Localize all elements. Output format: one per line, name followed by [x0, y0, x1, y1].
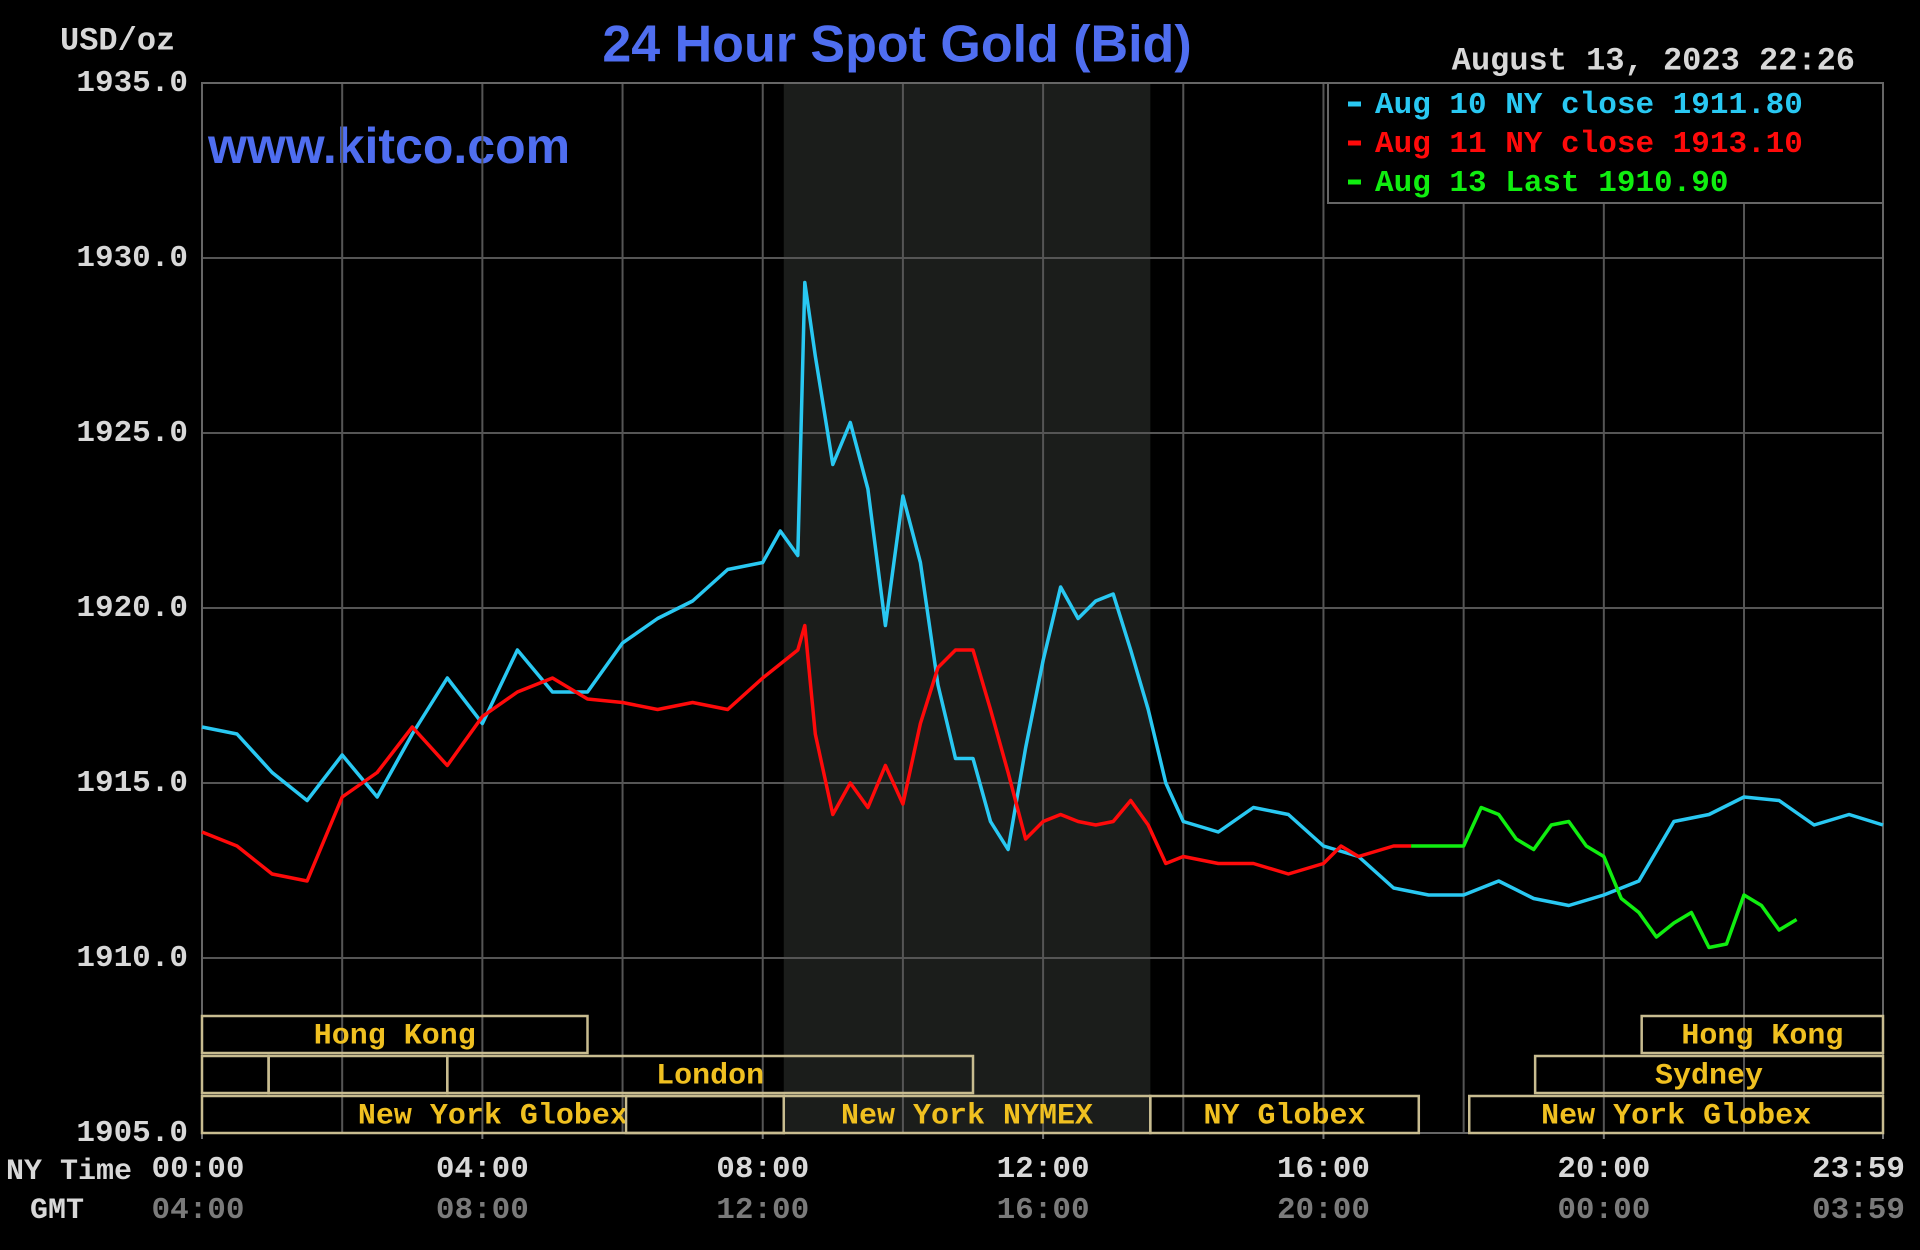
series-line [201, 623, 1412, 883]
x2-tick-label: 04:00 [151, 1193, 244, 1228]
y-tick-label: 1915.0 [76, 766, 188, 801]
x2-tick-label: 12:00 [716, 1193, 809, 1228]
y-tick-label: 1905.0 [76, 1116, 188, 1151]
series-line [1411, 805, 1798, 950]
y-tick-label: 1935.0 [76, 66, 188, 101]
timestamp: August 13, 2023 22:26 [1452, 42, 1855, 79]
x-tick-label: 20:00 [1557, 1152, 1650, 1187]
x2-tick-label: 08:00 [436, 1193, 529, 1228]
y-tick-label: 1930.0 [76, 241, 188, 276]
unit-label: USD/oz [60, 22, 175, 59]
x-axis-label: NY Time [6, 1155, 132, 1189]
session-box [446, 1054, 975, 1095]
x2-axis-label: GMT [30, 1194, 84, 1228]
legend-label: Aug 13 Last 1910.90 [1375, 166, 1728, 201]
series-line [201, 280, 1884, 908]
session-box [1149, 1094, 1421, 1135]
session-box [200, 1014, 589, 1055]
session-box [1640, 1014, 1885, 1055]
legend-box [1327, 82, 1884, 204]
x-tick-label: 08:00 [716, 1152, 809, 1187]
y-tick-label: 1925.0 [76, 416, 188, 451]
x-tick-label: 12:00 [997, 1152, 1090, 1187]
watermark: www.kitco.com [207, 118, 570, 174]
session-box [1533, 1054, 1885, 1095]
legend-label: Aug 11 NY close 1913.10 [1375, 127, 1803, 162]
session-box [1468, 1094, 1885, 1135]
session-label: NY Globex [1204, 1099, 1366, 1133]
chart-title: 24 Hour Spot Gold (Bid) [602, 16, 1191, 74]
y-tick-label: 1910.0 [76, 941, 188, 976]
session-label: Sydney [1655, 1059, 1763, 1093]
y-tick-label: 1920.0 [76, 591, 188, 626]
session-label: New York Globex [1541, 1099, 1811, 1133]
session-label: New York NYMEX [841, 1099, 1093, 1133]
legend-label: Aug 10 NY close 1911.80 [1375, 88, 1803, 123]
x-tick-label: 16:00 [1277, 1152, 1370, 1187]
session-label: London [656, 1059, 764, 1093]
session-label: New York Globex [358, 1099, 628, 1133]
x-tick-label: 04:00 [436, 1152, 529, 1187]
session-label: Hong Kong [314, 1019, 476, 1053]
session-label: Hong Kong [1681, 1019, 1843, 1053]
x2-tick-label: 20:00 [1277, 1193, 1370, 1228]
x2-tick-label: 03:59 [1812, 1193, 1905, 1228]
x2-tick-label: 16:00 [997, 1193, 1090, 1228]
x-tick-label: 23:59 [1812, 1152, 1905, 1187]
x2-tick-label: 00:00 [1557, 1193, 1650, 1228]
x-tick-label: 00:00 [151, 1152, 244, 1187]
